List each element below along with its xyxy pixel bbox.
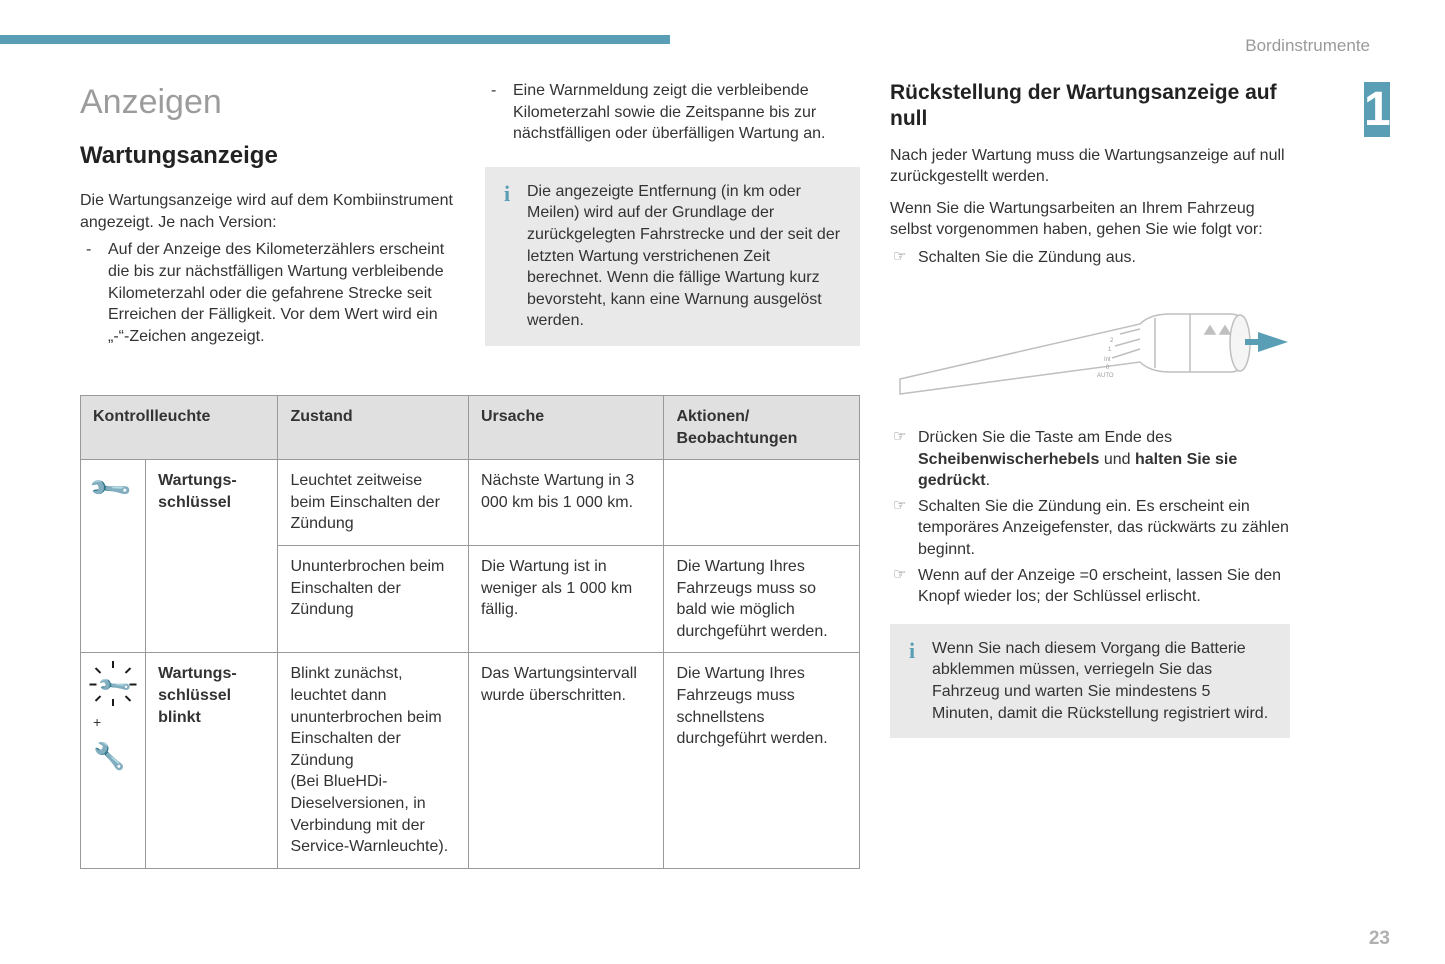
section-title: Wartungsanzeige — [80, 140, 455, 172]
svg-text:Int: Int — [1104, 357, 1111, 363]
info-box: i Die angezeigte Entfernung (in km oder … — [485, 167, 860, 346]
svg-text:AUTO: AUTO — [1097, 373, 1114, 379]
wrench-flashing-icon: 🔧 — [93, 663, 133, 703]
header-section-label: Bordinstrumente — [1245, 35, 1370, 58]
cell-zustand: Ununterbrochen beim Einschalten der Zünd… — [278, 545, 468, 652]
bullet-list: Auf der Anzeige des Kilometerzählers ers… — [80, 239, 455, 347]
step-item: Wenn auf der Anzeige =0 erscheint, lasse… — [890, 565, 1290, 608]
bullet-list: Eine Warnmeldung zeigt die verbleibende … — [485, 80, 860, 145]
cell-zustand: Blinkt zunächst, leuchtet dann ununterbr… — [278, 653, 468, 868]
intro-text: Die Wartungsanzeige wird auf dem Kombiin… — [80, 190, 455, 233]
table-row: 🔧 Wartungs-schlüssel Leuchtet zeitweise … — [81, 460, 860, 546]
th-aktionen: Aktionen/ Beobachtungen — [664, 396, 860, 460]
cell-ursache: Nächste Wartung in 3 000 km bis 1 000 km… — [468, 460, 664, 546]
info-text: Wenn Sie nach diesem Vorgang die Batteri… — [932, 640, 1268, 722]
warning-table: Kontrollleuchte Zustand Ursache Aktionen… — [80, 395, 860, 869]
bullet-item: Eine Warnmeldung zeigt die verbleibende … — [485, 80, 860, 145]
plus-icon: + — [93, 713, 133, 732]
th-kontrollleuchte: Kontrollleuchte — [81, 396, 278, 460]
indicator-name: Wartungs-schlüssel — [146, 460, 278, 653]
step-item: Schalten Sie die Zündung ein. Es erschei… — [890, 496, 1290, 561]
cell-ursache: Die Wartung ist in weniger als 1 000 km … — [468, 545, 664, 652]
paragraph: Wenn Sie die Wartungsarbeiten an Ihrem F… — [890, 198, 1290, 241]
wrench-orange-icon: 🔧 — [93, 739, 125, 774]
wiper-stalk-diagram: 2 1 Int 0 AUTO — [890, 284, 1290, 404]
bullet-item: Auf der Anzeige des Kilometerzählers ers… — [80, 239, 455, 347]
cell-aktion: Die Wartung Ihres Fahrzeugs muss so bald… — [664, 545, 860, 652]
column-right: Rückstellung der Wartungsanzeige auf nul… — [890, 80, 1290, 738]
cell-ursache: Das Wartungsintervall wurde überschritte… — [468, 653, 664, 868]
step-list: Drücken Sie die Taste am Ende des Scheib… — [890, 427, 1290, 608]
info-icon: i — [904, 636, 920, 666]
th-ursache: Ursache — [468, 396, 664, 460]
table-row: 🔧 + 🔧 Wartungs-schlüssel blinkt Blinkt — [81, 653, 860, 868]
th-zustand: Zustand — [278, 396, 468, 460]
info-text: Die angezeigte Entfernung (in km oder Me… — [527, 183, 840, 330]
cell-zustand: Leuchtet zeitweise beim Einschalten der … — [278, 460, 468, 546]
indicator-name: Wartungs-schlüssel blinkt — [146, 653, 278, 868]
page-number: 23 — [1369, 926, 1390, 952]
info-box: i Wenn Sie nach diesem Vorgang die Batte… — [890, 624, 1290, 738]
step-list: Schalten Sie die Zündung aus. — [890, 247, 1290, 269]
warning-table-wrap: Kontrollleuchte Zustand Ursache Aktionen… — [80, 395, 860, 869]
cell-aktion — [664, 460, 860, 546]
chapter-tab: 1 — [1364, 82, 1390, 137]
info-icon: i — [499, 179, 515, 209]
icon-cell: 🔧 — [81, 460, 146, 653]
cell-aktion: Die Wartung Ihres Fahrzeugs muss schnell… — [664, 653, 860, 868]
subsection-title: Rückstellung der Wartungsanzeige auf nul… — [890, 80, 1290, 133]
wrench-icon: 🔧 — [85, 463, 136, 514]
table-header-row: Kontrollleuchte Zustand Ursache Aktionen… — [81, 396, 860, 460]
step-item: Drücken Sie die Taste am Ende des Scheib… — [890, 427, 1290, 492]
icon-cell: 🔧 + 🔧 — [81, 653, 146, 868]
step-item: Schalten Sie die Zündung aus. — [890, 247, 1290, 269]
top-accent-bar — [0, 35, 670, 44]
page-title: Anzeigen — [80, 80, 455, 126]
paragraph: Nach jeder Wartung muss die Wartungsanze… — [890, 145, 1290, 188]
